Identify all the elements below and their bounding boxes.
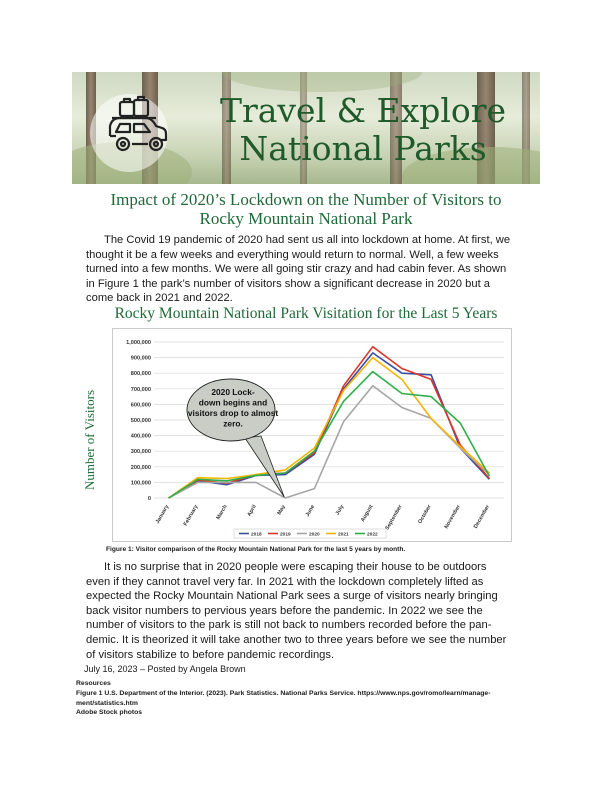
byline: July 16, 2023 – Posted by Angela Brown — [84, 664, 246, 674]
legend-label-2022: 2022 — [367, 531, 378, 537]
annotation-text-line: zero. — [223, 419, 243, 429]
foliage-decor — [222, 72, 422, 92]
y-tick-label: 1,000,000 — [126, 340, 151, 346]
x-tick-label: July — [335, 504, 346, 516]
paragraph-line: back visitor numbers to pervious years b… — [86, 604, 483, 617]
series-line-2018 — [168, 352, 490, 499]
article-title-line2: Rocky Mountain National Park — [199, 209, 413, 228]
paragraph-line: of visitors stabilize to before pandemic… — [86, 648, 335, 661]
banner-title-line2: National Parks — [239, 129, 487, 168]
legend-box — [233, 528, 387, 539]
figure-caption: Figure 1: Visitor comparison of the Rock… — [106, 546, 406, 553]
paragraph-line: even if they cannot travel very far. In … — [86, 575, 484, 588]
y-tick-label: 200,000 — [131, 465, 151, 471]
banner-title-line1: Travel & Explore — [219, 91, 507, 130]
resource-line: Adobe Stock photos — [76, 709, 143, 717]
legend-label-2020: 2020 — [309, 531, 320, 537]
legend-label-2018: 2018 — [251, 531, 262, 537]
visitation-chart: 0 100,000 200,000 300,000 400,000 500,000 600,… — [112, 328, 512, 542]
article-title-line1: Impact of 2020’s Lockdown on the Number … — [110, 190, 502, 209]
paragraph-line: expected the Rocky Mountain National Par… — [86, 590, 498, 603]
x-tick-label: May — [277, 504, 287, 516]
resources-heading: Resources — [76, 680, 111, 687]
chart-frame — [112, 328, 512, 542]
y-tick-label: 800,000 — [131, 371, 151, 377]
y-tick-label: 500,000 — [131, 418, 151, 424]
series-line-2021 — [168, 356, 490, 499]
car-with-luggage-icon — [108, 95, 168, 152]
paragraph-line: It is no surprise that in 2020 people we… — [104, 561, 487, 573]
y-tick-label: 900,000 — [131, 356, 151, 362]
paragraph-line: demic. It is theorized it will take anot… — [86, 633, 507, 646]
y-axis-label: Number of Visitors — [72, 340, 108, 540]
resource-line: Figure 1 U.S. Department of the Interior… — [76, 689, 491, 697]
annotation-text-line: down begins and — [199, 398, 267, 408]
y-tick-label: 700,000 — [131, 387, 151, 393]
paragraph-line: come back in 2021 and 2022. — [86, 292, 233, 305]
y-tick-label: 100,000 — [131, 480, 151, 486]
resources: Resources Figure 1 U.S. Department of th… — [76, 679, 546, 718]
tree-trunk-decor — [390, 72, 402, 184]
line-chart-svg: 0 100,000 200,000 300,000 400,000 500,000 600,… — [112, 328, 512, 542]
chart-title: Rocky Mountain National Park Visitation … — [114, 305, 498, 322]
paragraph-line: in Figure 1 the park’s number of visitor… — [86, 277, 491, 290]
conclusion-paragraph: It is no surprise that in 2020 people we… — [86, 560, 532, 662]
y-tick-label: 600,000 — [131, 402, 151, 408]
paragraph-line: The Covid 19 pandemic of 2020 had sent u… — [104, 234, 511, 246]
x-tick-label: April — [246, 504, 258, 518]
intro-paragraph: The Covid 19 pandemic of 2020 had sent u… — [86, 233, 532, 306]
tree-trunk-decor — [300, 72, 307, 184]
series-line-2022 — [168, 370, 491, 499]
resource-line: ment/statistics.htm — [76, 699, 138, 707]
paragraph-line: number of visitors to the park is still … — [86, 619, 492, 632]
paragraph-line: thought it be a few weeks and everything… — [86, 248, 499, 261]
annotation-text-line: 2020 Lock- — [211, 387, 255, 397]
paragraph-line: turned into a few months. We were all go… — [86, 263, 507, 276]
y-tick-label: 400,000 — [131, 434, 151, 440]
header-banner: Travel & Explore National Parks — [72, 72, 540, 184]
legend-label-2019: 2019 — [280, 531, 291, 537]
annotation-text-line: visitors drop to almost — [188, 408, 278, 418]
tree-trunk-decor — [222, 72, 231, 184]
annotation-bubble — [186, 378, 276, 442]
y-tick-label: 300,000 — [131, 449, 151, 455]
tree-trunk-decor — [522, 72, 530, 184]
legend-label-2021: 2021 — [338, 531, 349, 537]
y-tick-label: 0 — [148, 496, 151, 502]
y-axis-label-text: Number of Visitors — [82, 389, 97, 491]
x-tick-label: June — [305, 504, 316, 518]
